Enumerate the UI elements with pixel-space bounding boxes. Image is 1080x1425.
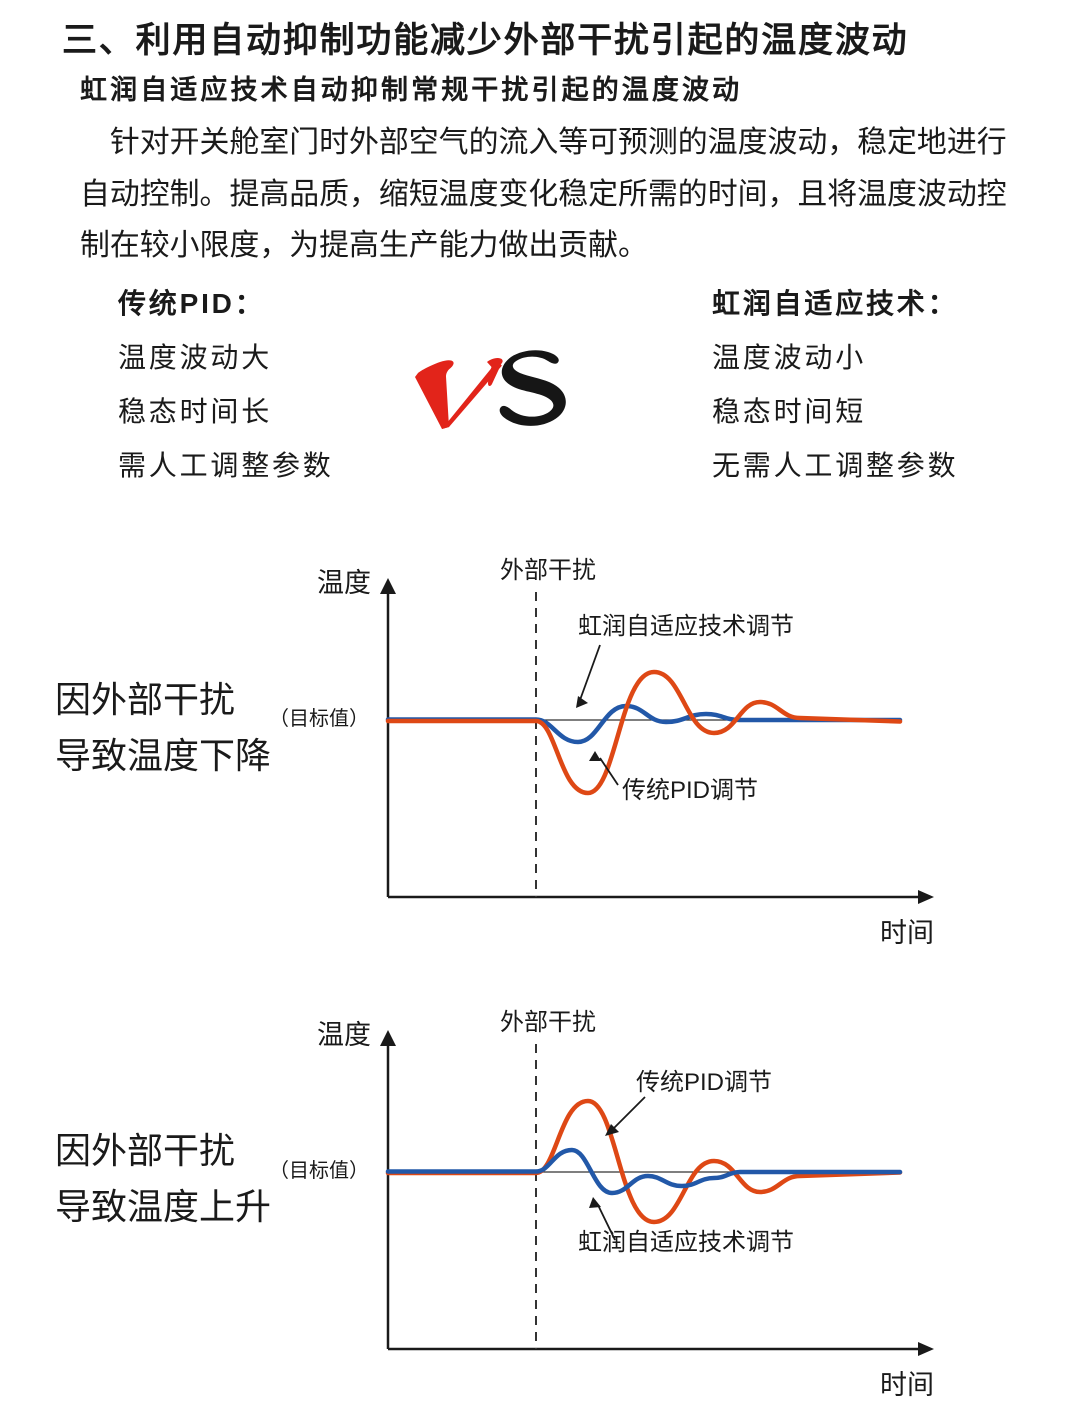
- svg-text:传统PID调节: 传统PID调节: [636, 1069, 772, 1096]
- svg-text:外部干扰: 外部干扰: [500, 1009, 596, 1036]
- svg-text:时间: 时间: [880, 1370, 934, 1400]
- svg-text:（目标值）: （目标值）: [269, 1159, 369, 1182]
- svg-text:虹润自适应技术调节: 虹润自适应技术调节: [578, 1229, 794, 1256]
- svg-text:温度: 温度: [317, 1020, 371, 1050]
